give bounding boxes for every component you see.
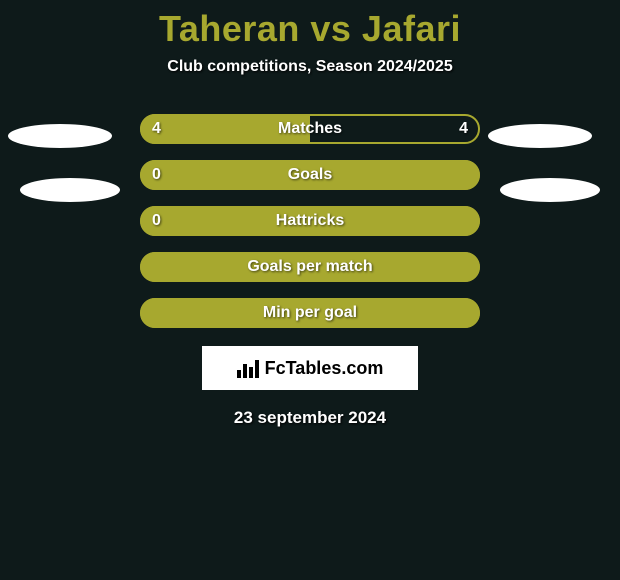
stat-row: 4 4 Matches	[140, 114, 480, 144]
stat-label: Hattricks	[276, 212, 344, 230]
stat-label: Matches	[278, 120, 342, 138]
stat-value-left: 0	[152, 166, 161, 184]
decoration-ellipse	[20, 178, 120, 202]
decoration-ellipse	[8, 124, 112, 148]
stat-row: 0 Hattricks	[140, 206, 480, 236]
stat-label: Goals per match	[247, 258, 372, 276]
stat-value-left: 0	[152, 212, 161, 230]
stat-value-right: 4	[459, 120, 468, 138]
stat-label: Min per goal	[263, 304, 357, 322]
stat-row: Min per goal	[140, 298, 480, 328]
decoration-ellipse	[500, 178, 600, 202]
stat-value-left: 4	[152, 120, 161, 138]
subtitle: Club competitions, Season 2024/2025	[0, 58, 620, 76]
footer-brand: FcTables.com	[265, 358, 384, 379]
decoration-ellipse	[488, 124, 592, 148]
footer-badge: FcTables.com	[202, 346, 418, 390]
stat-row: Goals per match	[140, 252, 480, 282]
chart-icon	[237, 358, 259, 378]
page-title: Taheran vs Jafari	[0, 0, 620, 50]
stat-row: 0 Goals	[140, 160, 480, 190]
stat-label: Goals	[288, 166, 332, 184]
footer-date: 23 september 2024	[0, 408, 620, 428]
